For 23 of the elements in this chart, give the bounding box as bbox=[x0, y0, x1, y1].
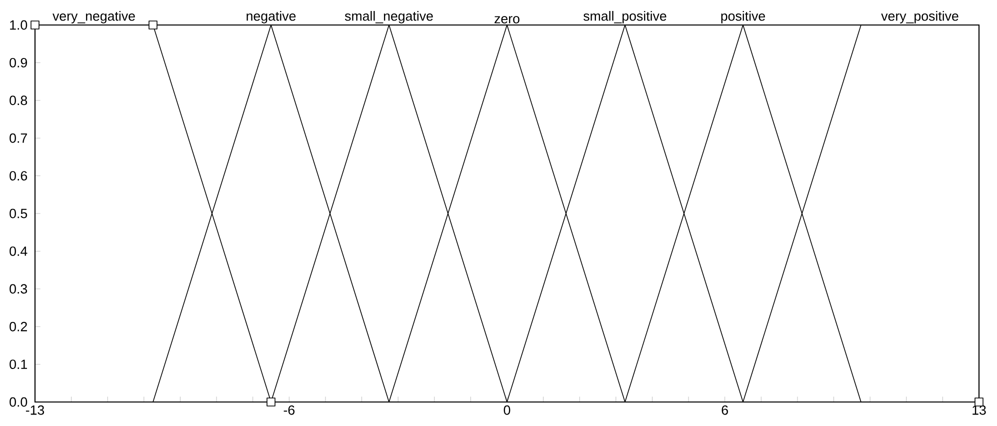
series-label: small_negative bbox=[344, 10, 433, 24]
x-tick-label: 0 bbox=[504, 405, 510, 415]
y-tick-label: 0.0 bbox=[10, 397, 28, 407]
series-label: very_positive bbox=[881, 10, 958, 24]
series-label: very_negative bbox=[52, 10, 135, 24]
y-tick-label: 0.9 bbox=[10, 58, 28, 68]
series-label: positive bbox=[721, 10, 765, 24]
x-tick-label: 13 bbox=[972, 405, 986, 415]
y-tick-label: 0.4 bbox=[10, 246, 28, 256]
y-tick-label: 0.5 bbox=[10, 208, 28, 218]
x-tick-label: -6 bbox=[284, 405, 295, 415]
series-label: zero bbox=[494, 16, 520, 24]
series-label: small_positive bbox=[584, 10, 666, 24]
y-tick-label: 0.7 bbox=[10, 133, 27, 143]
y-tick-label: 0.1 bbox=[10, 360, 27, 370]
x-tick-label: -13 bbox=[26, 405, 44, 415]
y-tick-label: 0.8 bbox=[10, 96, 28, 106]
y-tick-label: 1.0 bbox=[10, 20, 28, 30]
x-tick-label: 6 bbox=[722, 405, 728, 415]
y-tick-label: 0.3 bbox=[10, 284, 28, 294]
series-label: negative bbox=[246, 10, 296, 24]
y-tick-label: 0.6 bbox=[10, 171, 28, 181]
y-tick-label: 0.2 bbox=[10, 322, 27, 332]
